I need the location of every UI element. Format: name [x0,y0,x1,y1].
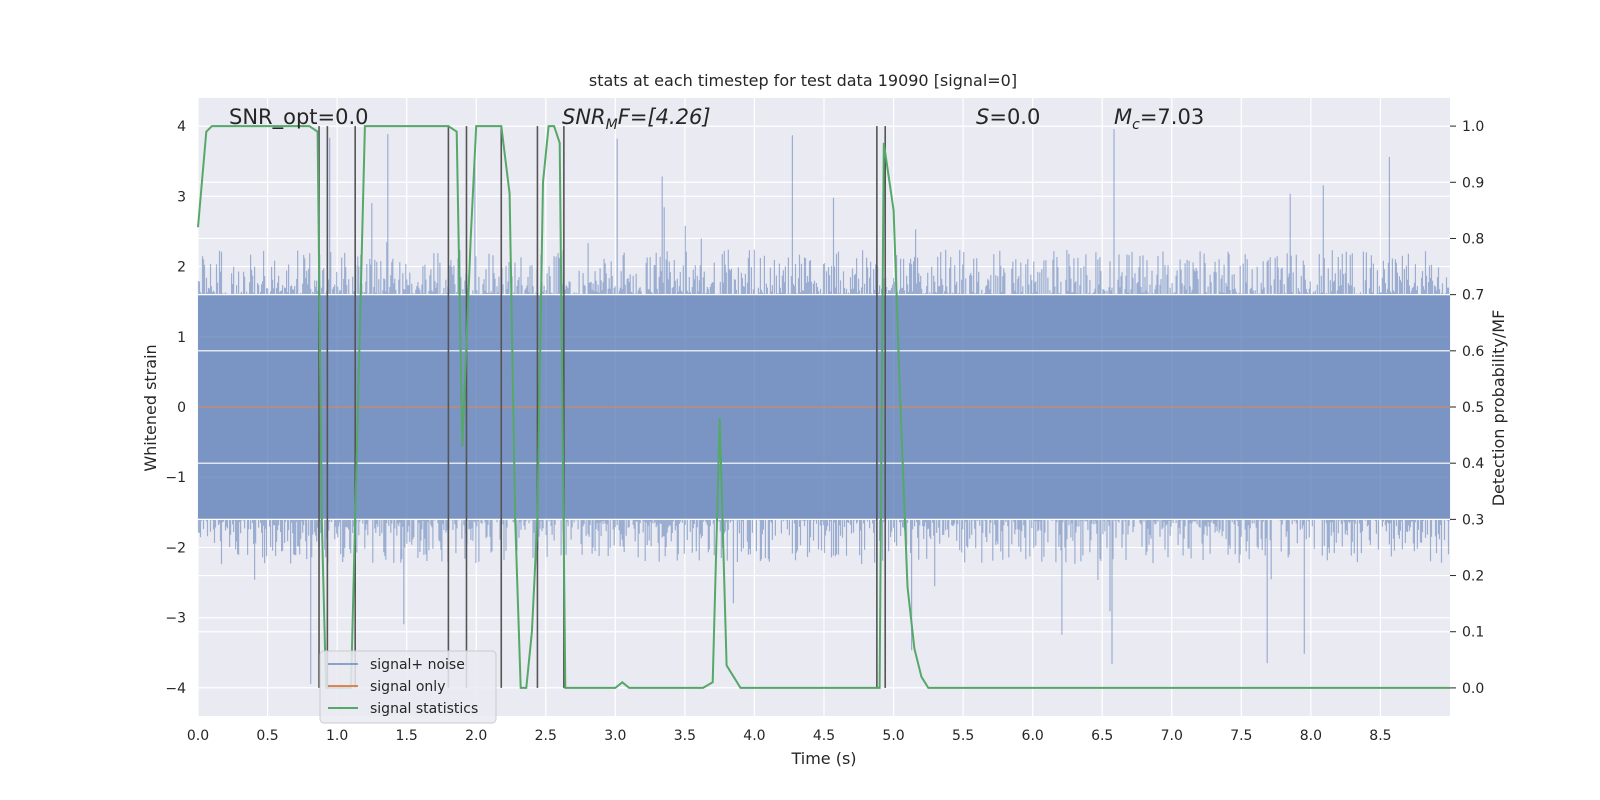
legend-box [319,650,497,724]
annotation-s-italic: S [976,105,989,129]
x-tick-label: 5.5 [952,728,974,744]
y-tick-label: 4 [177,119,186,135]
x-tick-label: 7.5 [1230,728,1252,744]
annotation-s: S=0.0 [976,105,1040,129]
x-axis-label: Time (s) [790,749,856,768]
y-tick-label: −3 [165,611,186,627]
x-tick-label: 0.0 [187,728,209,744]
x-tick-label: 2.5 [535,728,557,744]
legend-label-signal-noise: signal+ noise [370,657,465,673]
x-tick-labels: 0.0 0.5 1.0 1.5 2.0 2.5 3.0 3.5 4.0 4.5 5.0 5.5 6.0 6… [187,728,1392,744]
annotation-mc: Mc=7.03 [1114,105,1204,133]
y-tick-label: 1 [177,330,186,346]
x-tick-label: 0.5 [256,728,278,744]
legend-label-signal-statistics: signal statistics [370,701,478,717]
y-right-tick-label: 0.1 [1462,625,1484,641]
y-right-tick-label: 0.8 [1462,231,1484,247]
y-tick-label: 0 [177,400,186,416]
annotation-s-rest: =0.0 [989,105,1040,129]
x-tick-label: 6.0 [1022,728,1044,744]
y-right-tick-label: 0.5 [1462,400,1484,416]
annotation-mc-rest: =7.03 [1140,105,1204,129]
x-tick-label: 5.0 [882,728,904,744]
annotation-snr-mf-main: SNR [562,105,606,129]
annotation-snr-mf: SNRMF=[4.26] [562,105,711,133]
y-tick-label: −4 [165,681,186,697]
x-tick-label: 8.0 [1300,728,1322,744]
annotation-snr-mf-rest: F=[4.26] [618,105,711,129]
y-tick-label: 2 [177,260,186,276]
annotation-snr-opt: SNR_opt=0.0 [229,105,369,130]
y-tick-label: −1 [165,470,186,486]
x-tick-label: 3.0 [604,728,626,744]
y-right-tick-label: 0.2 [1462,569,1484,585]
y-right-tick-label: 0.4 [1462,456,1484,472]
annotation-mc-main: M [1114,105,1132,129]
y-tick-label: −2 [165,540,186,556]
x-tick-label: 1.5 [396,728,418,744]
legend-label-signal-only: signal only [370,679,445,695]
y-right-tick-label: 0.6 [1462,344,1484,360]
x-tick-label: 8.5 [1369,728,1391,744]
y-tick-labels: 4 3 2 1 0 −1 −2 −3 −4 [165,119,186,697]
y-axis-label: Whitened strain [141,344,160,471]
y-tick-label: 3 [177,189,186,205]
x-tick-label: 7.0 [1161,728,1183,744]
y-right-tick-label: 0.3 [1462,512,1484,528]
annotation-snr-mf-sub: M [606,117,618,133]
annotation-mc-sub: c [1132,117,1140,133]
y-right-tick-labels: 1.0 0.9 0.8 0.7 0.6 0.5 0.4 0.3 0.2 0.1 0.0 [1450,119,1484,697]
x-tick-label: 6.5 [1091,728,1113,744]
y-right-tick-label: 1.0 [1462,119,1484,135]
legend: signal+ noise signal only signal statist… [319,650,497,724]
x-tick-label: 4.0 [743,728,765,744]
x-tick-label: 3.5 [674,728,696,744]
y-right-tick-label: 0.0 [1462,681,1484,697]
x-tick-label: 1.0 [326,728,348,744]
x-tick-label: 4.5 [813,728,835,744]
chart-title: stats at each timestep for test data 190… [589,71,1017,90]
y-right-axis-label: Detection probability/MF [1489,310,1508,507]
x-tick-label: 2.0 [465,728,487,744]
y-right-tick-label: 0.9 [1462,175,1484,191]
y-right-tick-label: 0.7 [1462,288,1484,304]
